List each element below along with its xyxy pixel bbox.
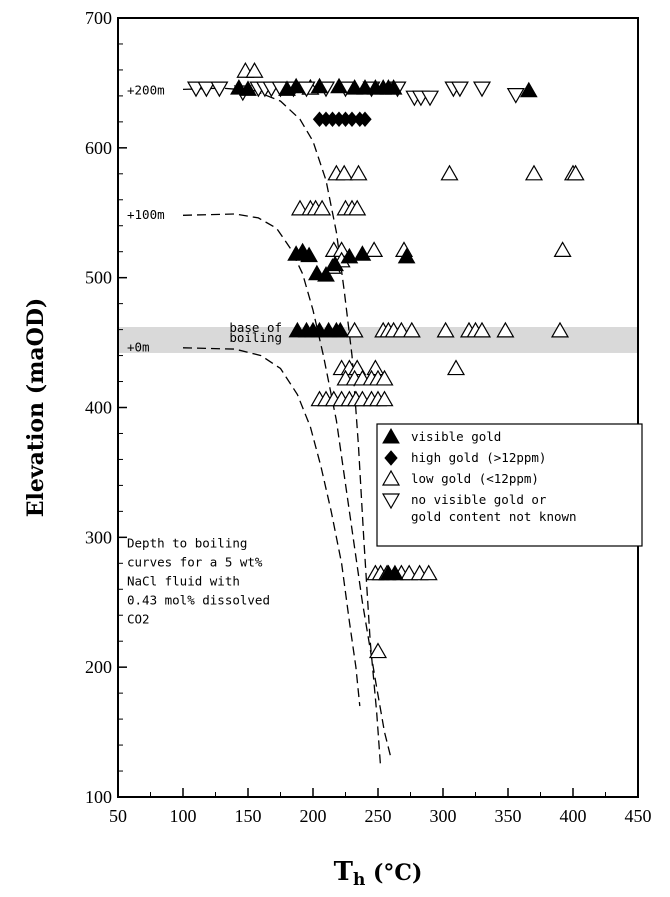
- data-point: [239, 80, 257, 96]
- axis-ticks: 50 100 150 200 250 300 350 400 45010020030040050…: [85, 8, 652, 826]
- x-tick-label: 300: [430, 806, 457, 826]
- data-point: [384, 79, 403, 95]
- data-point: [287, 77, 305, 94]
- x-tick-label: 250: [365, 806, 392, 826]
- x-tick-label: 450: [625, 806, 652, 826]
- x-tick-label: 50: [109, 806, 127, 826]
- legend-label: low gold (<12ppm): [411, 471, 539, 486]
- data-point: [358, 111, 372, 128]
- data-point: [366, 359, 385, 376]
- boiling-band-label: base of: [229, 320, 282, 335]
- note-line: CO2: [127, 611, 150, 626]
- data-point: [440, 164, 459, 181]
- boiling-curve: [182, 213, 392, 759]
- data-point: [506, 88, 525, 104]
- data-point: [197, 81, 216, 98]
- data-point: [365, 241, 384, 258]
- boiling-band-label: boiling: [229, 330, 282, 345]
- legend-label: visible gold: [411, 429, 501, 444]
- data-point: [436, 321, 455, 338]
- legend: visible gold high gold (>12ppm) low gold (…: [376, 423, 643, 547]
- depth-label: +0m: [127, 339, 150, 354]
- y-tick-label: 400: [85, 398, 112, 418]
- legend-label: high gold (>12ppm): [411, 450, 546, 465]
- data-point: [210, 81, 229, 98]
- data-point: [349, 164, 368, 181]
- legend-marker: [381, 493, 401, 510]
- note-line: 0.43 mol% dissolved: [127, 592, 270, 607]
- depth-label: +100m: [127, 207, 165, 222]
- legend-label: gold content not known: [411, 509, 577, 524]
- data-points: [186, 62, 585, 659]
- data-point: [345, 321, 364, 338]
- x-tick-label: 100: [170, 806, 197, 826]
- data-point: [496, 321, 515, 338]
- x-tick-label: 200: [300, 806, 327, 826]
- y-axis-title: Elevation (maOD): [23, 298, 49, 518]
- data-point: [331, 321, 350, 338]
- data-point: [566, 164, 585, 181]
- legend-box: [376, 423, 643, 547]
- data-point: [375, 390, 394, 407]
- legend-label: no visible gold or: [411, 492, 547, 507]
- y-tick-label: 100: [85, 787, 112, 807]
- boiling-curves: [182, 87, 392, 768]
- x-axis-title: Th (°C): [334, 857, 423, 890]
- data-point: [472, 321, 492, 338]
- data-point: [348, 199, 367, 216]
- data-point: [397, 247, 416, 264]
- data-point: [317, 266, 335, 282]
- data-point: [300, 246, 318, 263]
- note-line: Depth to boiling: [127, 535, 247, 550]
- data-point: [245, 62, 264, 78]
- data-point: [310, 77, 329, 94]
- data-point: [420, 90, 440, 107]
- data-point: [402, 321, 421, 338]
- x-tick-label: 150: [235, 806, 262, 826]
- data-point: [340, 247, 359, 264]
- data-point: [326, 255, 344, 272]
- y-tick-label: 300: [85, 527, 112, 547]
- plot-frame: [117, 17, 639, 798]
- data-point: [368, 642, 388, 659]
- y-tick-label: 600: [85, 138, 112, 158]
- data-point: [375, 369, 394, 386]
- data-point: [335, 164, 354, 181]
- boiling-curve: [182, 87, 382, 768]
- data-point: [550, 321, 570, 338]
- data-point: [472, 81, 492, 98]
- legend-marker: [384, 450, 398, 466]
- data-point: [519, 81, 538, 98]
- data-point: [419, 564, 438, 581]
- y-tick-label: 200: [85, 657, 112, 677]
- note-line: NaCl fluid with: [127, 573, 240, 588]
- x-tick-label: 350: [495, 806, 522, 826]
- data-point: [524, 164, 544, 181]
- data-point: [353, 245, 372, 261]
- y-tick-label: 500: [85, 268, 112, 288]
- axis-titles: Elevation (maOD) Th (°C): [23, 298, 422, 890]
- data-point: [386, 564, 404, 581]
- y-tick-label: 700: [85, 8, 112, 28]
- legend-marker: [382, 427, 400, 444]
- depth-label: +200m: [127, 82, 165, 97]
- data-point: [450, 81, 469, 98]
- boiling-curve: [182, 347, 361, 707]
- note-line: curves for a 5 wt%: [127, 554, 263, 569]
- data-point: [446, 359, 466, 376]
- data-point: [313, 199, 332, 216]
- data-point: [553, 241, 572, 258]
- data-point: [330, 77, 348, 94]
- legend-marker: [381, 469, 401, 486]
- x-tick-label: 400: [560, 806, 587, 826]
